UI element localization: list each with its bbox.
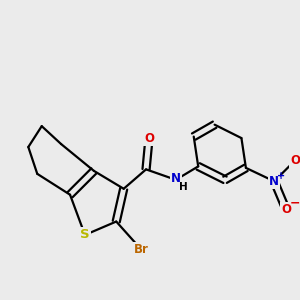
Text: O: O xyxy=(144,132,154,145)
Text: Br: Br xyxy=(134,243,149,256)
Text: +: + xyxy=(277,171,285,181)
Text: N: N xyxy=(269,175,279,188)
Text: −: − xyxy=(289,196,300,210)
Text: S: S xyxy=(80,228,90,242)
Text: N: N xyxy=(171,172,181,185)
Text: H: H xyxy=(179,182,188,192)
Text: O: O xyxy=(290,154,300,167)
Text: O: O xyxy=(281,203,291,216)
